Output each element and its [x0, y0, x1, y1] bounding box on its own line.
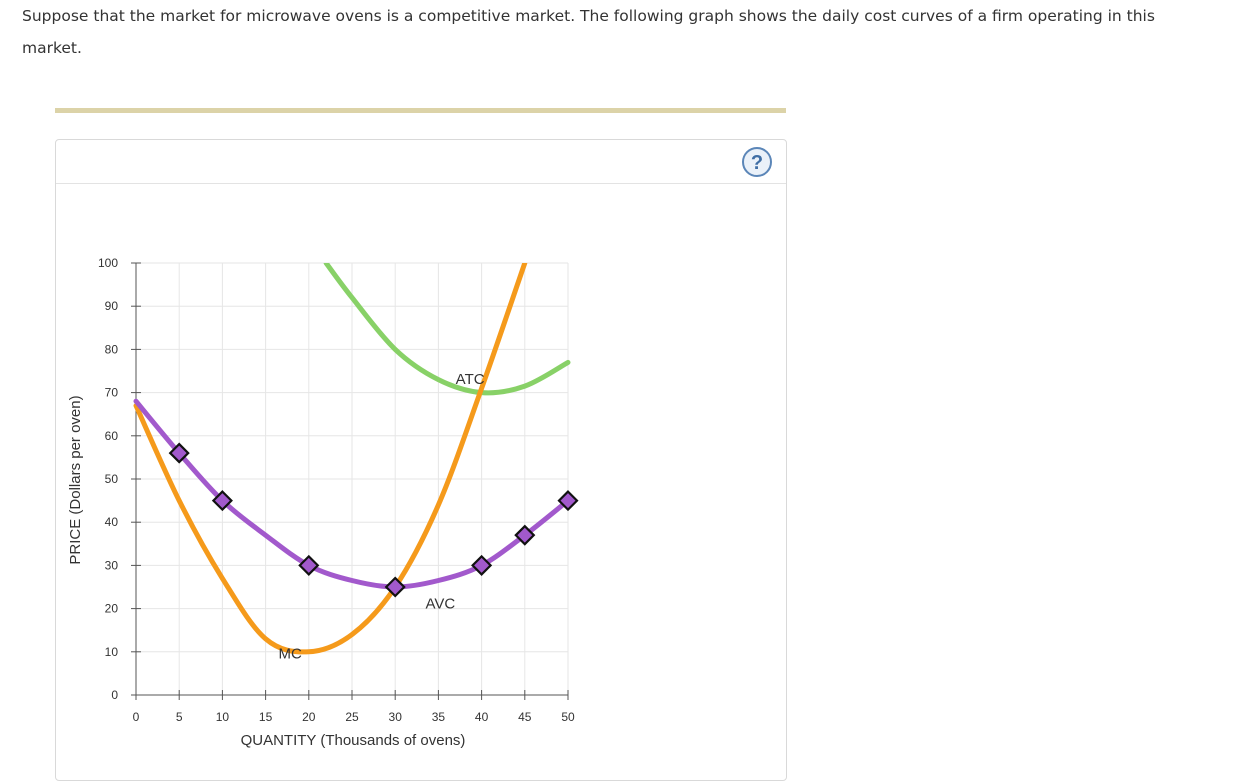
avc-point-marker: [298, 554, 320, 576]
cost-curves-chart: 0 5 10 15 20 25 30 35 40 45 50 0 10 20 30 40 50 60 70 80 90 1…: [67, 256, 579, 749]
x-tick-label: 5: [176, 710, 183, 724]
avc-point-marker: [514, 524, 536, 546]
x-tick-label: 35: [432, 710, 446, 724]
y-axis-title: PRICE (Dollars per oven): [67, 395, 84, 564]
y-tick-label: 20: [105, 602, 119, 616]
avc-curve-label: AVC: [425, 596, 455, 613]
graph-panel: ? 0 5 10 15 20 25 30 35 40 45 50 0 10 20 30 40 50 60 70 80 9…: [55, 139, 787, 781]
x-tick-label: 0: [133, 710, 140, 724]
atc-curve: [323, 263, 571, 396]
x-tick-label: 40: [475, 710, 489, 724]
x-axis-title: QUANTITY (Thousands of ovens): [241, 732, 466, 749]
panel-header: ?: [56, 140, 786, 184]
y-tick-label: 100: [98, 256, 118, 270]
curves: [133, 263, 571, 655]
mc-curve: [133, 263, 528, 655]
question-text: Suppose that the market for microwave ov…: [22, 7, 1155, 57]
x-tick-label: 15: [259, 710, 273, 724]
avc-point-marker: [211, 490, 233, 512]
x-tick-label: 30: [389, 710, 403, 724]
y-tick-label: 80: [105, 342, 119, 356]
x-tick-label: 45: [518, 710, 532, 724]
y-tick-label: 90: [105, 299, 119, 313]
avc-point-marker: [557, 490, 579, 512]
help-button[interactable]: ?: [741, 146, 773, 178]
y-tick-label: 30: [105, 558, 119, 572]
x-tick-label: 10: [216, 710, 230, 724]
y-tick-label: 50: [105, 472, 119, 486]
avc-point-marker: [384, 576, 406, 598]
y-tick-label: 10: [105, 645, 119, 659]
y-tick-label: 70: [105, 386, 119, 400]
atc-curve-label: ATC: [456, 371, 485, 388]
y-tick-label: 40: [105, 515, 119, 529]
x-tick-label: 25: [345, 710, 359, 724]
avc-point-marker: [168, 442, 190, 464]
x-tick-label: 20: [302, 710, 316, 724]
x-tick-label: 50: [561, 710, 575, 724]
avc-curve: [133, 398, 571, 590]
mc-curve-label: MC: [279, 645, 302, 662]
help-glyph: ?: [751, 152, 763, 174]
avc-point-marker: [471, 554, 493, 576]
y-tick-label: 60: [105, 429, 119, 443]
y-tick-label: 0: [111, 688, 118, 702]
question-mark-icon: ?: [742, 147, 772, 177]
rule-bar: [55, 108, 786, 113]
